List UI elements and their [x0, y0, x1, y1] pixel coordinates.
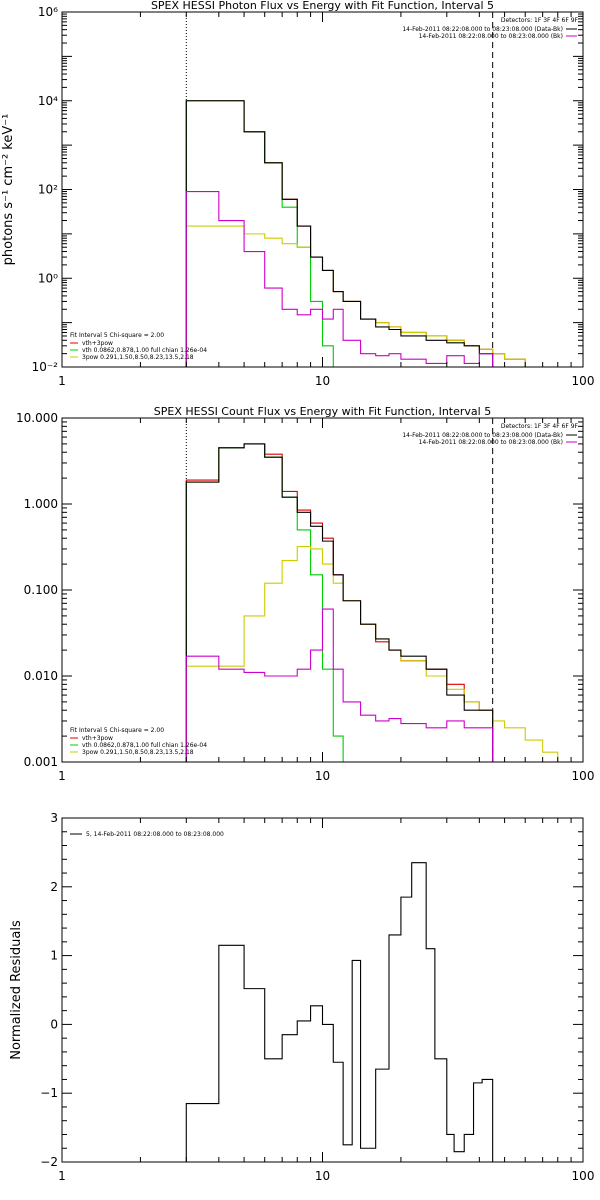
x-tick-label: 100 [572, 769, 595, 783]
legend-entry-text: 14-Feb-2011 08:22:08.000 to 08:23:08.000… [419, 33, 563, 40]
series-group [185, 862, 494, 1162]
y-tick-label: 1 [50, 949, 58, 963]
legend-entry-text: 3pow 0.291,1.50,8.50,8.23,13.5,2.18 [82, 749, 194, 756]
legend-fit-title: Fit Interval 5 Chi-square = 2.00 [70, 332, 164, 339]
series-line-2 [185, 443, 353, 762]
series-line-5 [185, 608, 494, 762]
y-tick-label: −2 [40, 1155, 58, 1169]
chart-panel-3: Normalized Residuals 1 10 100 −2 −1 0 1 2 3 5, 14-… [9, 811, 594, 1183]
series-line-5 [185, 190, 494, 367]
y-tick-label: 0 [50, 1017, 58, 1031]
legend-fit-title: Fit Interval 5 Chi-square = 2.00 [70, 727, 164, 734]
y-tick-label: 0.100 [24, 583, 58, 597]
legend-detectors: Detectors: 1F 3F 4F 6F 9F [501, 17, 579, 24]
legend-entry-text: 14-Feb-2011 08:22:08.000 to 08:23:08.000… [419, 439, 563, 446]
y-tick-label: 0.010 [24, 669, 58, 683]
legend-detectors: Detectors: 1F 3F 4F 6F 9F [501, 423, 579, 430]
plot-frame [61, 817, 584, 1163]
series-line-1 [185, 100, 526, 367]
x-tick-label: 1 [58, 374, 66, 388]
legend-entry-text: vth+3pow [82, 735, 113, 742]
y-tick-label: 10.000 [16, 411, 58, 425]
series-line-3 [185, 546, 572, 762]
y-tick-label: 10² [38, 183, 58, 197]
chart-panel-1: SPEX HESSI Photon Flux vs Energy with Fi… [1, 0, 594, 388]
y-tick-label: 10⁰ [38, 271, 58, 285]
legend-entry-text: vth 0.0862,0.878,1.00 full chian 1.26e-0… [82, 347, 207, 354]
series-line-1 [185, 443, 494, 762]
series-group [185, 100, 526, 367]
x-tick-label: 10 [315, 1169, 330, 1183]
x-tick-label: 1 [58, 1169, 66, 1183]
x-tick-label: 10 [315, 374, 330, 388]
legend-entry-text: 14-Feb-2011 08:22:08.000 to 08:23:08.000… [402, 26, 563, 33]
x-tick-label: 100 [572, 374, 595, 388]
y-axis-label: photons s⁻¹ cm⁻² keV⁻¹ [1, 114, 16, 266]
y-tick-label: 0.001 [24, 755, 58, 769]
series-line-2 [185, 100, 353, 367]
y-tick-label: 3 [50, 811, 58, 825]
x-tick-label: 10 [315, 769, 330, 783]
chart-title: SPEX HESSI Photon Flux vs Energy with Fi… [151, 0, 494, 12]
legend-entry-text: vth+3pow [82, 340, 113, 347]
y-tick-label: 10⁻² [32, 360, 59, 374]
legend-entry-text: vth 0.0862,0.878,1.00 full chian 1.26e-0… [82, 742, 207, 749]
series-line-4 [185, 443, 494, 762]
series-line-4 [185, 100, 494, 367]
y-tick-label: 10⁴ [38, 94, 58, 108]
y-axis-label: Normalized Residuals [9, 920, 24, 1060]
y-tick-label: 1.000 [24, 497, 58, 511]
legend-entry-text: 5, 14-Feb-2011 08:22:08.000 to 08:23:08.… [86, 831, 224, 838]
chart-panel-2: SPEX HESSI Count Flux vs Energy with Fit… [16, 405, 594, 783]
y-tick-label: 2 [50, 880, 58, 894]
y-tick-label: −1 [40, 1086, 58, 1100]
x-tick-label: 100 [572, 1169, 595, 1183]
y-tick-label: 10⁶ [38, 5, 58, 19]
series-group [185, 443, 572, 762]
legend-entry-text: 14-Feb-2011 08:22:08.000 to 08:23:08.000… [402, 432, 563, 439]
legend-entry-text: 3pow 0.291,1.50,8.50,8.23,13.5,2.18 [82, 354, 194, 361]
series-line-1 [185, 862, 494, 1162]
x-tick-label: 1 [58, 769, 66, 783]
chart-title: SPEX HESSI Count Flux vs Energy with Fit… [154, 405, 491, 418]
